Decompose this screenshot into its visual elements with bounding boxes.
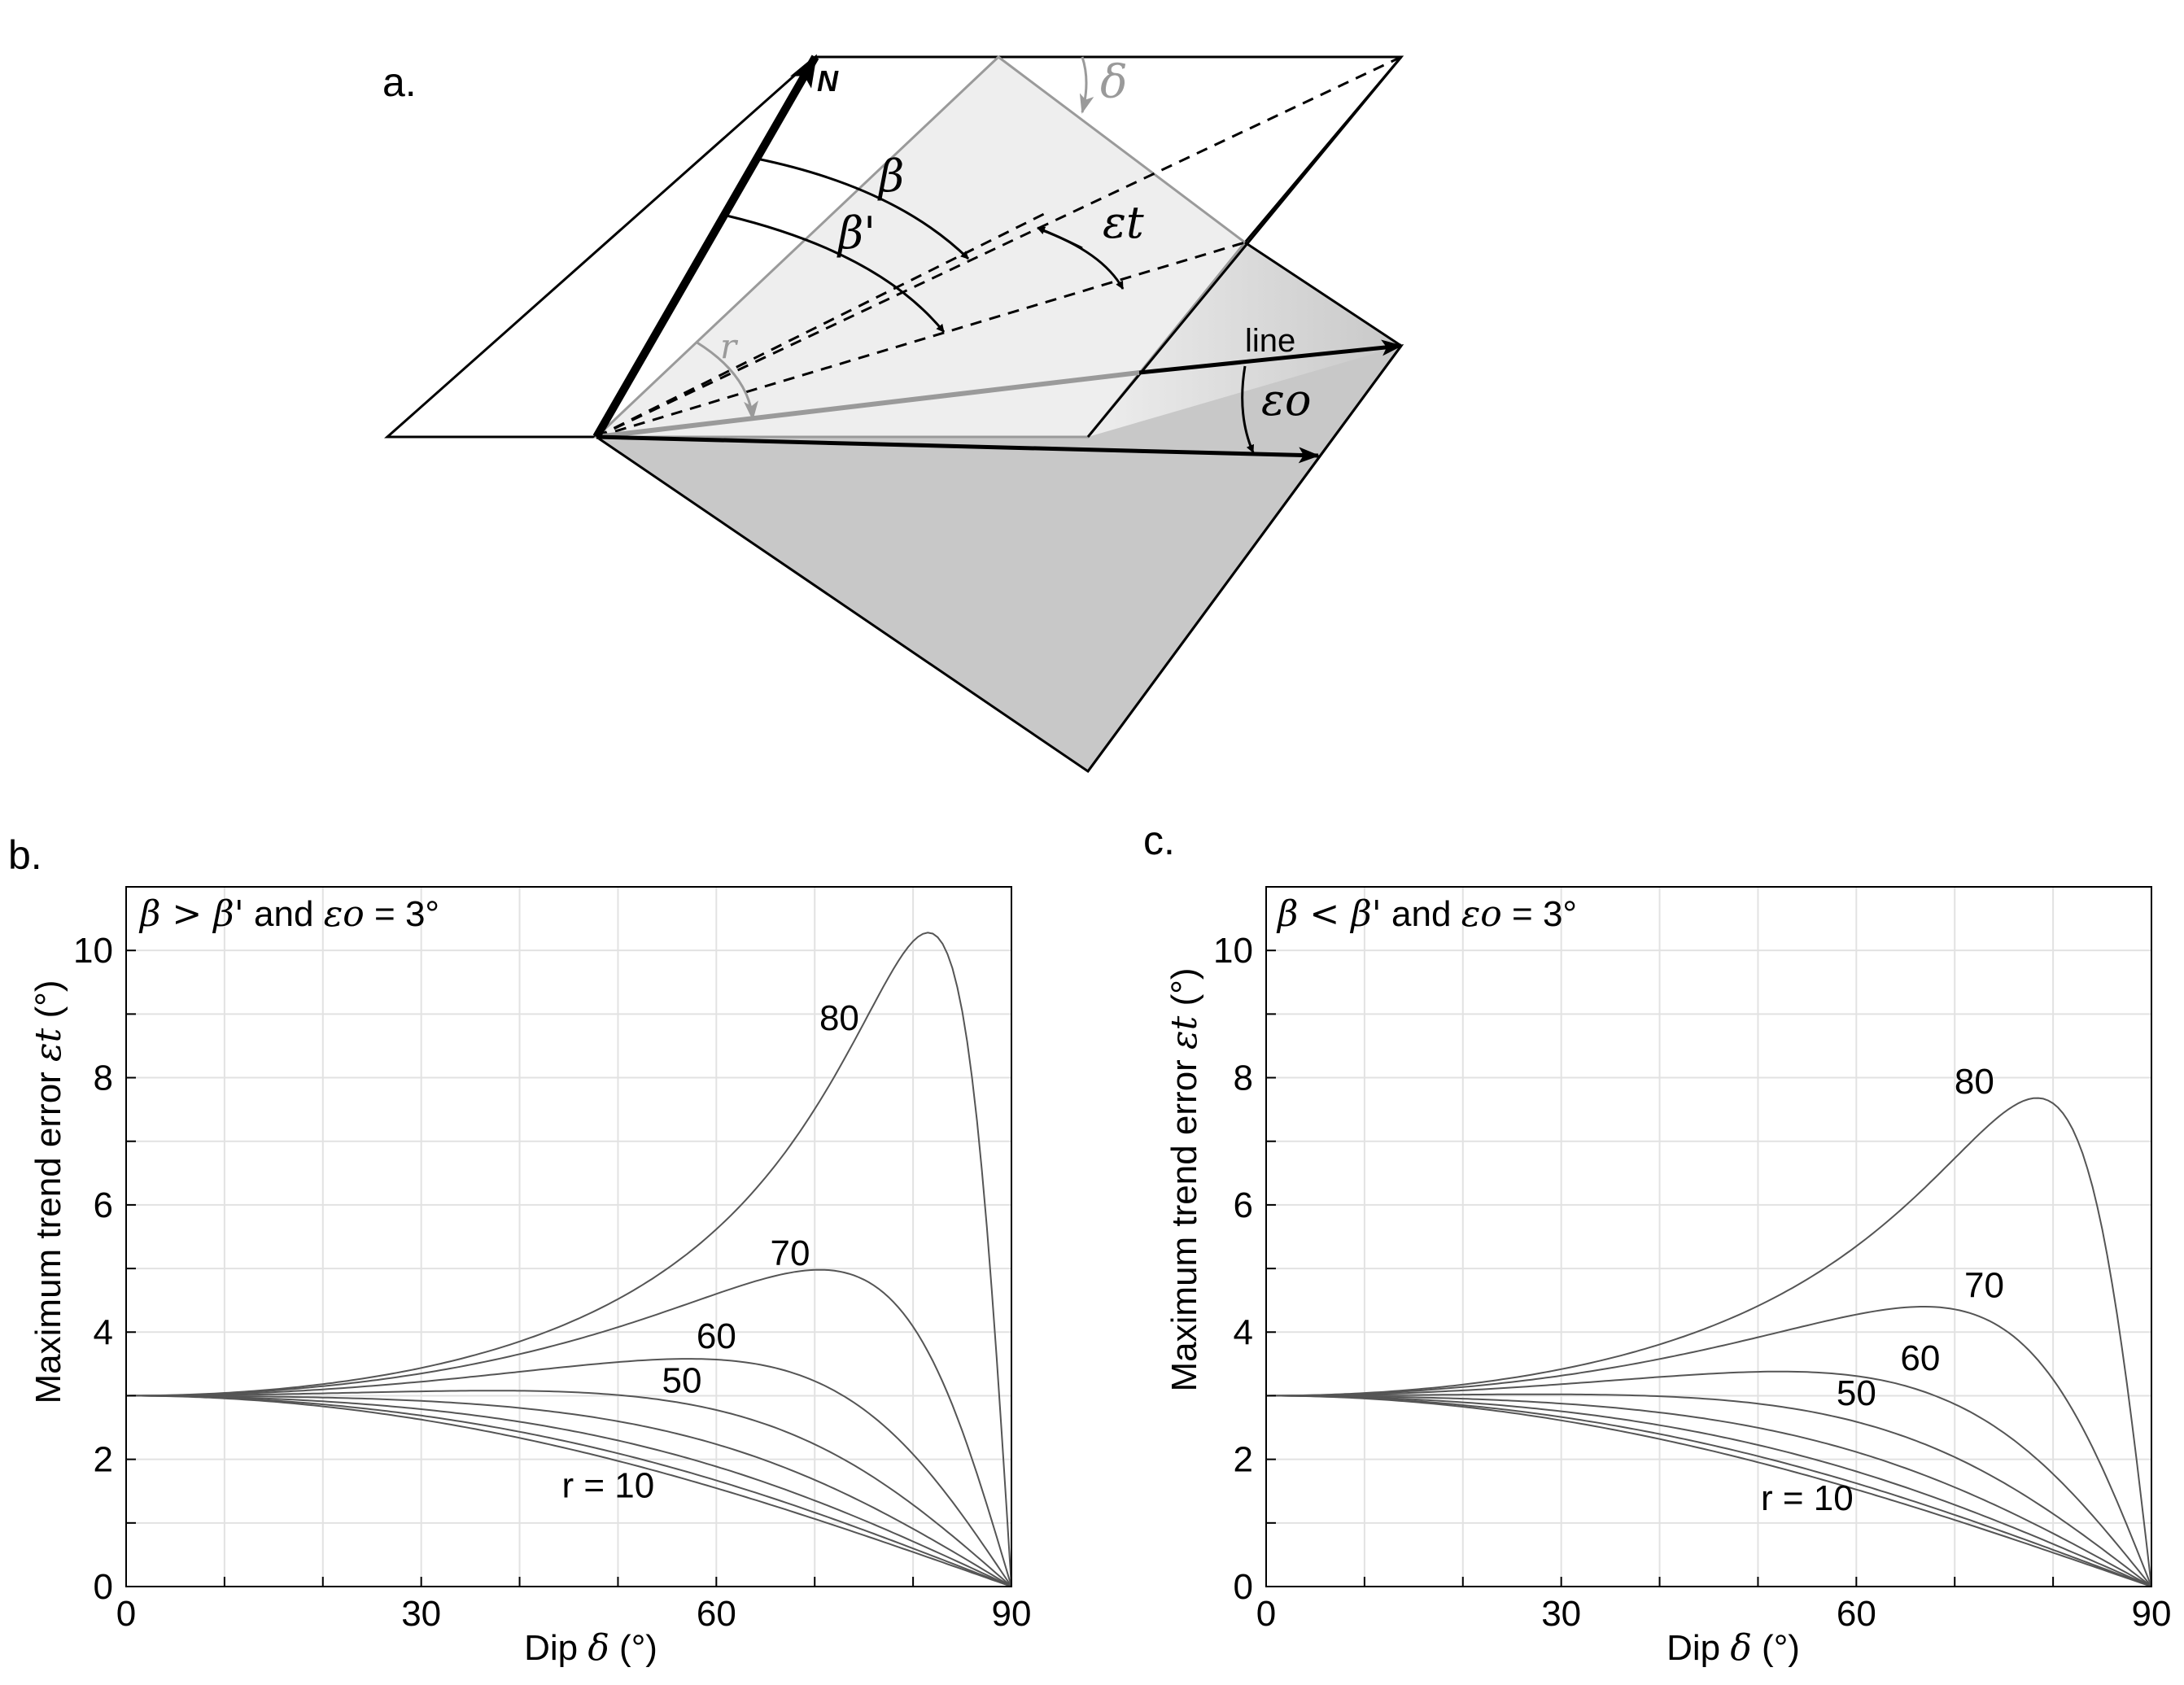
curve-label: 50 [662, 1361, 702, 1401]
axis-ticks: 0 30 60 90 0 2 4 6 8 10 [1213, 886, 2172, 1634]
curve-r-60 [125, 1358, 1012, 1587]
r-symbol: r [720, 326, 739, 366]
axis-ticks: 0 30 60 90 0 2 4 6 8 10 [73, 886, 1032, 1634]
panel-b-chart: b. 0 30 60 90 0 2 4 6 8 10 80 70 60 50 r = 10 β > β' … [8, 832, 1031, 1669]
y-tick-label: 10 [1213, 931, 1253, 971]
panel-a-diagram: a. N β β' εt εo [382, 54, 1404, 774]
y-tick-label: 0 [94, 1567, 113, 1607]
x-axis-label: Dip δ (°) [524, 1627, 657, 1669]
beta-prime-symbol: β' [836, 207, 876, 259]
curve-r-40 [1266, 1395, 2152, 1587]
x-tick-label: 90 [2132, 1594, 2172, 1634]
x-tick-label: 0 [116, 1594, 136, 1634]
y-tick-label: 2 [94, 1440, 113, 1480]
curve-r-30 [126, 1395, 1012, 1587]
curve-r-80 [1265, 1097, 2152, 1587]
y-tick-label: 10 [73, 931, 113, 971]
panel-a-label: a. [382, 59, 417, 105]
y-axis-label: Maximum trend error εt (°) [1164, 968, 1205, 1392]
x-tick-label: 90 [992, 1594, 1032, 1634]
curve-r-40 [126, 1395, 1012, 1587]
trend-line-beta-prime [596, 241, 1246, 439]
panel-b-label: b. [8, 832, 42, 878]
curve-label: 70 [771, 1233, 810, 1273]
y-tick-label: 0 [1234, 1567, 1253, 1607]
epsilon-o-arc [1241, 365, 1255, 453]
condition-text: β > β' and εo = 3° [138, 893, 439, 935]
north-label: N [817, 64, 839, 98]
line-in-plane [596, 370, 1140, 439]
lower-plane-edge-2 [1086, 345, 1403, 772]
grid [1266, 887, 2151, 1587]
y-axis-label: Maximum trend error εt (°) [28, 980, 69, 1404]
y-tick-label: 2 [1234, 1440, 1253, 1480]
x-tick-label: 30 [401, 1594, 441, 1634]
line-arrow [1138, 339, 1403, 375]
curves [1265, 1097, 2152, 1587]
grid [126, 887, 1011, 1587]
y-tick-label: 4 [94, 1312, 113, 1352]
curve-label: r = 10 [561, 1466, 654, 1506]
x-axis-label: Dip δ (°) [1666, 1627, 1800, 1669]
curve-r-60 [1266, 1370, 2152, 1587]
beta-prime-arc [726, 214, 946, 333]
curve-r-20 [1266, 1395, 2152, 1587]
curve-r-30 [1266, 1395, 2152, 1587]
y-tick-label: 6 [94, 1185, 113, 1225]
curve-label: 60 [1900, 1338, 1940, 1378]
curve-r-20 [126, 1395, 1012, 1587]
x-tick-label: 30 [1541, 1594, 1581, 1634]
curve-label: 70 [1964, 1265, 2004, 1305]
beta-arc [756, 157, 970, 260]
panel-c-chart: c. 0 30 60 90 0 2 4 6 8 10 80 70 60 50 r = 10 β < β' … [1143, 818, 2171, 1669]
curve-r-50 [126, 1390, 1012, 1587]
plot-frame [125, 886, 1012, 1587]
curve-r-80 [125, 932, 1012, 1587]
shadow-band [1088, 242, 1401, 437]
curve-labels: 80 70 60 50 r = 10 [561, 998, 858, 1506]
curve-r-10 [1266, 1395, 2152, 1587]
curve-r-70 [1265, 1306, 2152, 1587]
delta-arc [1079, 56, 1094, 114]
curve-r-70 [125, 1268, 1012, 1587]
curve-label: 80 [1955, 1062, 1994, 1102]
curves [125, 932, 1012, 1587]
y-tick-label: 8 [1234, 1059, 1253, 1098]
y-tick-label: 4 [1234, 1312, 1253, 1352]
x-tick-label: 0 [1256, 1594, 1276, 1634]
trend-line-r [596, 212, 1046, 439]
epsilon-o-symbol: εo [1261, 374, 1312, 426]
y-tick-label: 6 [1234, 1185, 1253, 1225]
x-tick-label: 60 [697, 1594, 736, 1634]
epsilon-t-symbol: εt [1103, 197, 1144, 248]
north-arrow [592, 54, 819, 439]
projected-line-arrow [596, 434, 1320, 464]
lower-plane-edge [1244, 241, 1402, 347]
beta-symbol: β [877, 151, 904, 202]
x-tick-label: 60 [1837, 1594, 1876, 1634]
line-label: line [1245, 323, 1295, 359]
curve-r-10 [126, 1395, 1012, 1587]
curve-labels: 80 70 60 50 r = 10 [1761, 1062, 2004, 1518]
epsilon-t-arc-start [1037, 226, 1083, 250]
curve-label: 50 [1837, 1373, 1876, 1413]
panel-c-label: c. [1143, 818, 1175, 863]
curve-label: 60 [697, 1316, 736, 1356]
curve-r-50 [1266, 1393, 2152, 1587]
condition-text: β < β' and εo = 3° [1276, 893, 1577, 935]
y-tick-label: 8 [94, 1059, 113, 1098]
r-arc [695, 340, 758, 421]
plot-frame [1265, 886, 2152, 1587]
curve-label: 80 [819, 998, 859, 1038]
delta-symbol: δ [1100, 56, 1128, 109]
curve-label: r = 10 [1761, 1478, 1854, 1518]
